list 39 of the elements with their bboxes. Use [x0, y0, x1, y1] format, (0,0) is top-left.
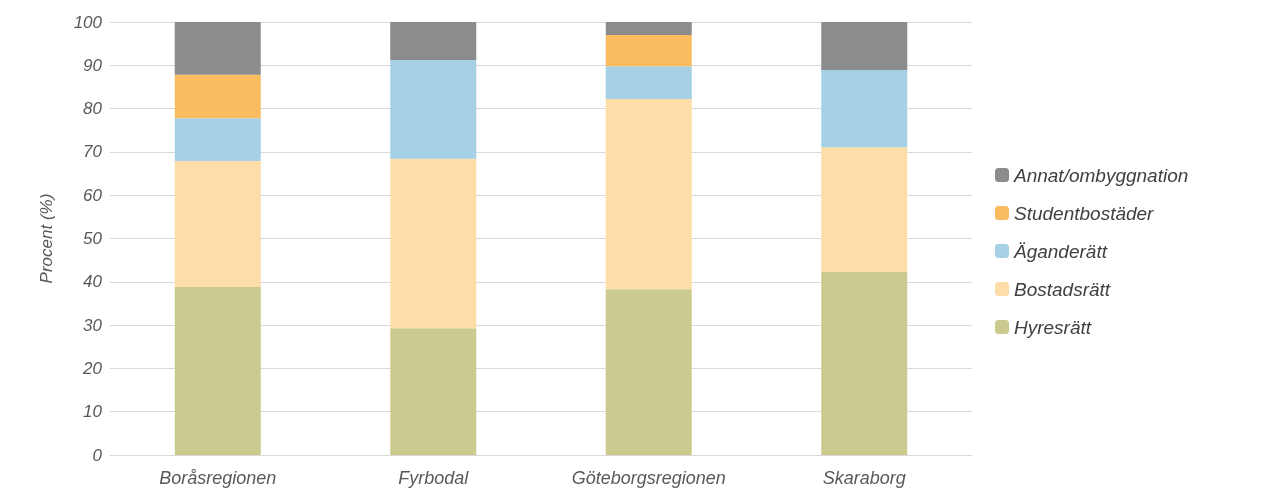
bar — [605, 66, 692, 100]
y-tick-label: 100 — [73, 12, 103, 32]
bar — [174, 74, 261, 119]
y-tick-label: 10 — [83, 402, 103, 422]
y-tick-label: 50 — [83, 229, 103, 248]
bar — [174, 160, 261, 287]
bar — [605, 99, 692, 290]
bar — [821, 147, 908, 272]
x-tick-label: Skaraborg — [822, 468, 906, 488]
legend-label: Bostadsrätt — [1014, 278, 1111, 300]
bar — [174, 287, 261, 455]
legend-label: Äganderätt — [1013, 240, 1108, 262]
bar — [605, 34, 692, 67]
y-tick-label: 70 — [83, 142, 103, 162]
bar — [390, 60, 477, 159]
bar — [605, 289, 692, 455]
bar — [821, 70, 908, 148]
y-tick-label: 60 — [83, 185, 103, 205]
bar — [390, 328, 477, 455]
y-tick-label: 30 — [83, 315, 103, 335]
bar — [390, 22, 477, 61]
bar — [390, 158, 477, 329]
legend-label: Annat/ombyggnation — [1013, 164, 1189, 186]
bar — [174, 118, 261, 161]
bar — [821, 22, 908, 71]
x-tick-label: Boråsregionen — [159, 468, 277, 488]
bar — [174, 22, 261, 75]
legend-label: Studentbostäder — [1014, 202, 1155, 224]
y-tick-label: 20 — [82, 358, 103, 378]
y-tick-label: 40 — [83, 272, 103, 292]
x-tick-label: Göteborgsregionen — [571, 468, 726, 488]
y-tick-label: 90 — [83, 55, 103, 75]
y-tick-label: 80 — [83, 99, 103, 119]
legend-label: Hyresrätt — [1014, 316, 1092, 338]
bar — [605, 22, 692, 35]
x-tick-label: Fyrbodal — [398, 468, 470, 488]
bar — [821, 271, 908, 455]
y-axis-title: Procent (%) — [37, 193, 56, 284]
y-tick-label: 0 — [92, 445, 103, 465]
